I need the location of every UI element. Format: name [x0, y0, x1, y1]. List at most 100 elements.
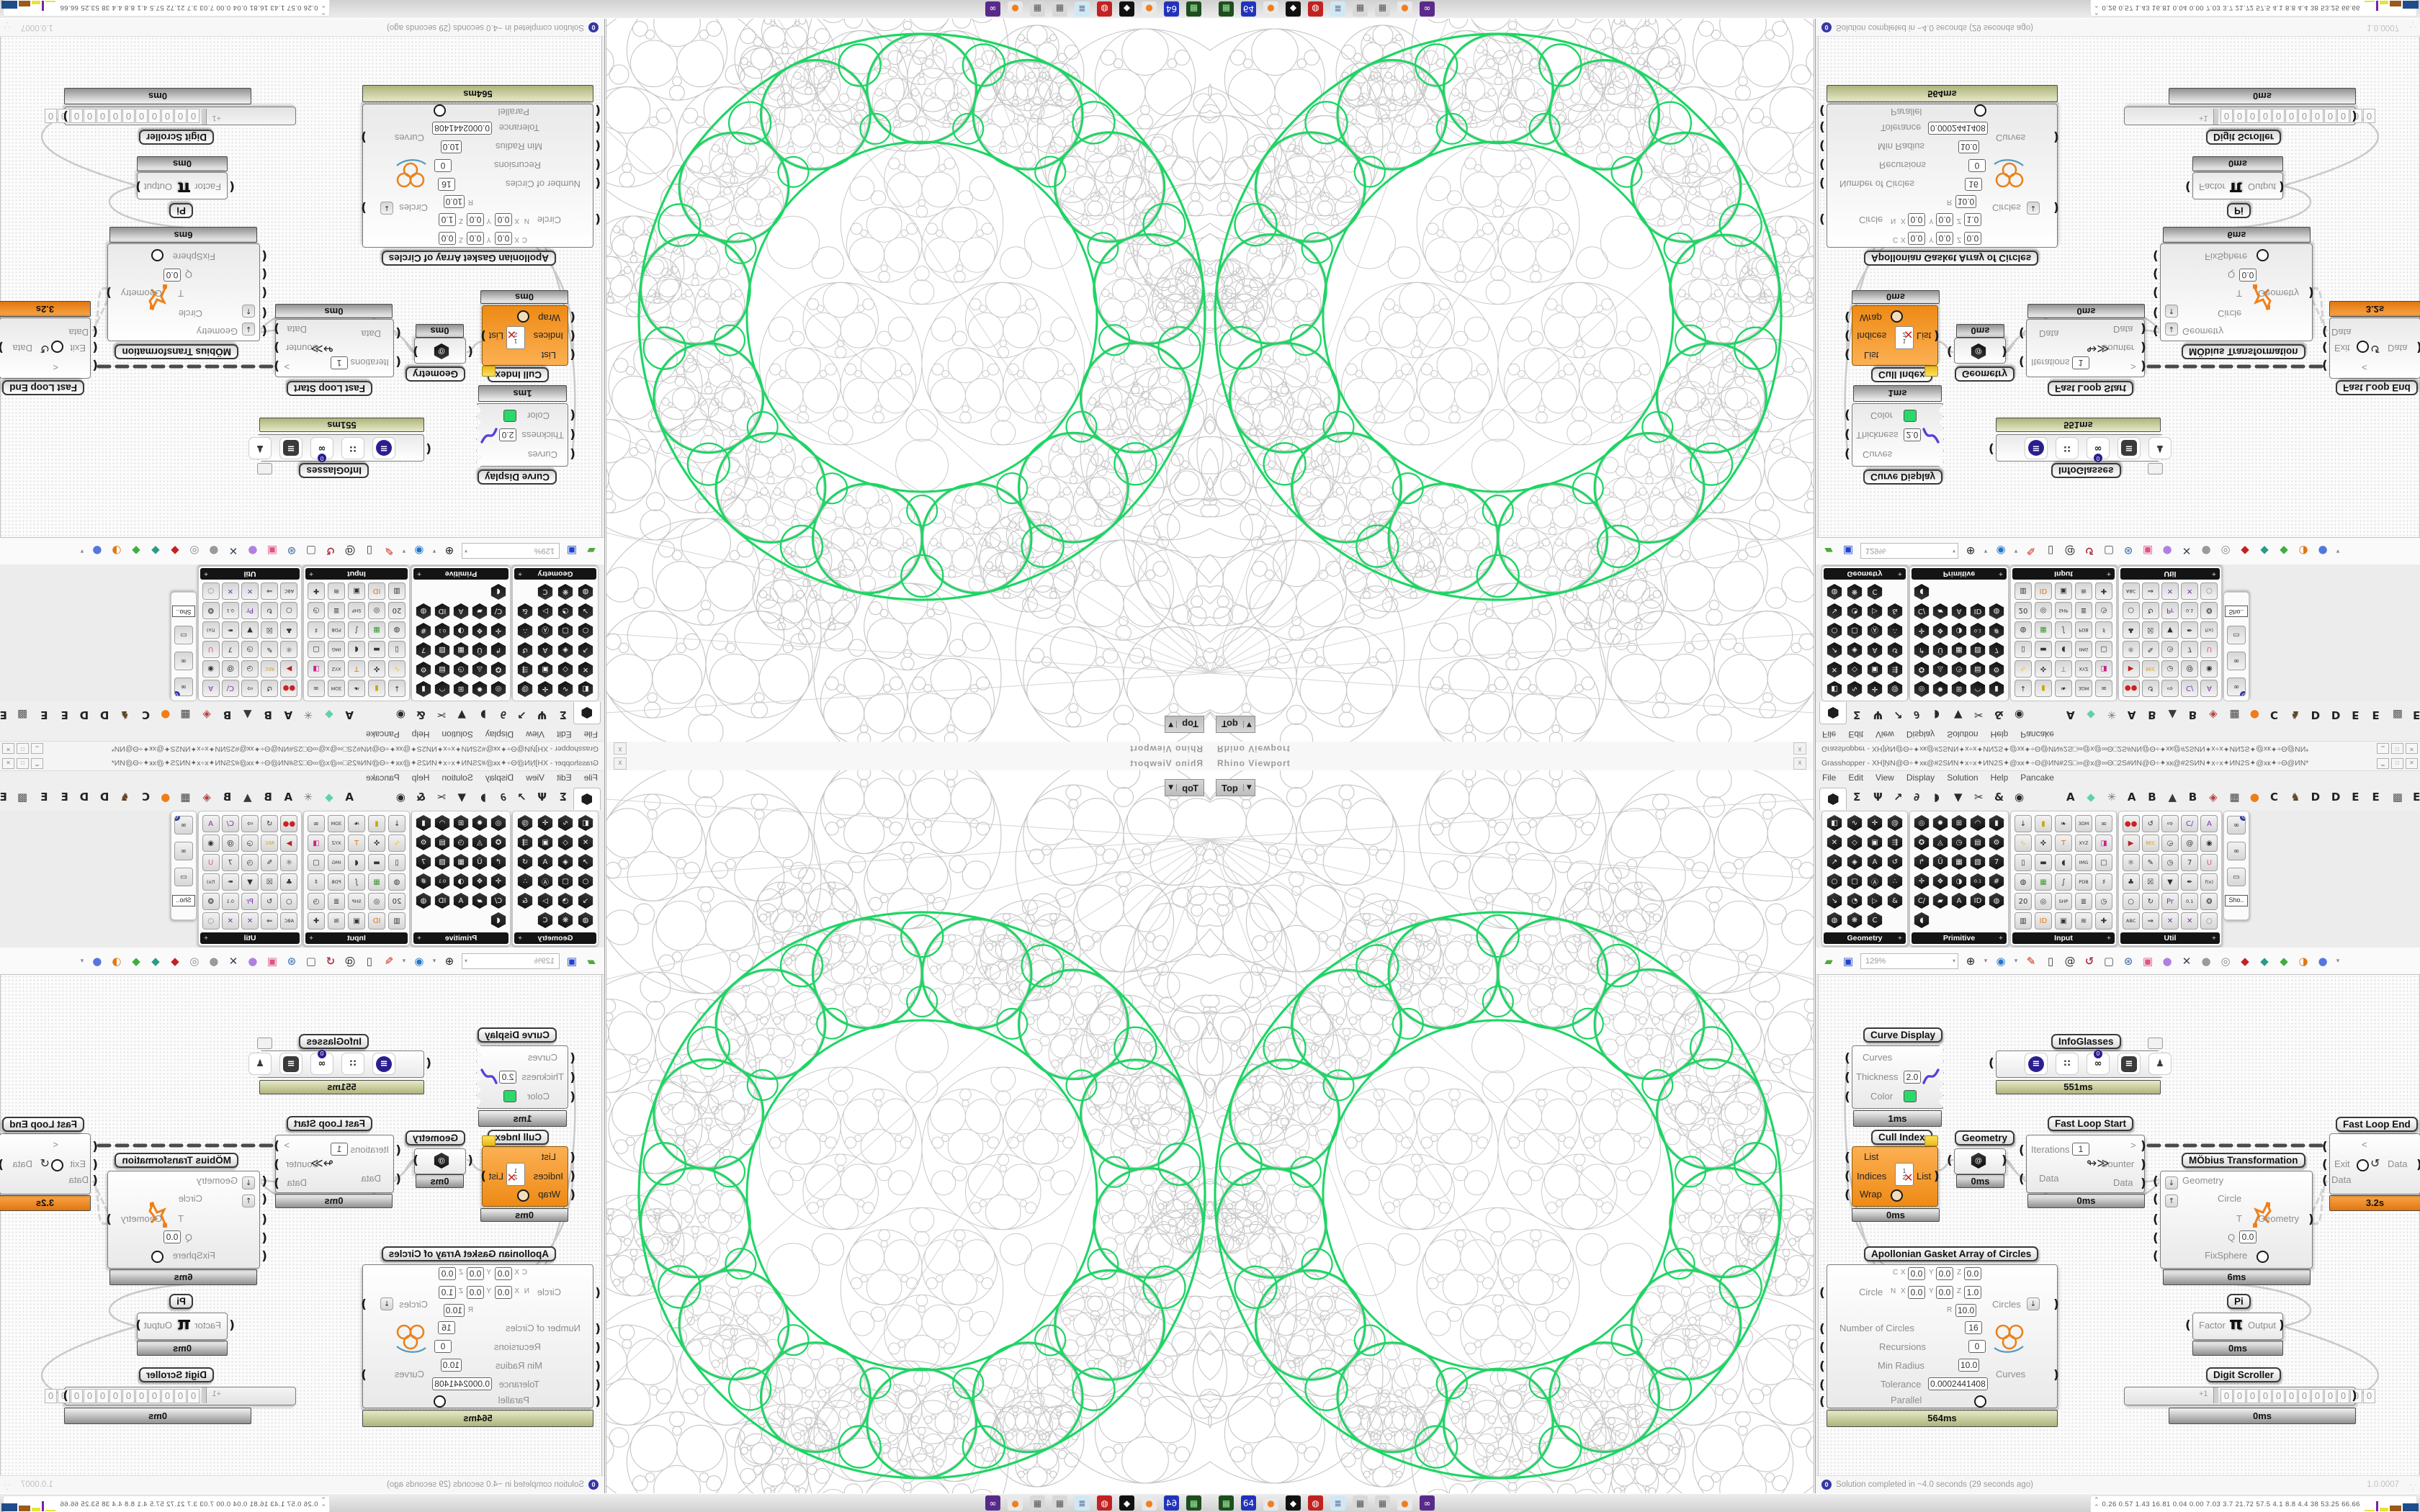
- maximize-button[interactable]: □: [17, 758, 29, 769]
- palette-icon[interactable]: ▣: [537, 834, 553, 850]
- tab-plugin-5[interactable]: ▲: [2168, 708, 2177, 721]
- palette-icon[interactable]: ◎: [490, 681, 506, 697]
- palette-icon[interactable]: ♯: [2095, 873, 2112, 891]
- palette-footer[interactable]: Input +: [305, 568, 408, 580]
- taskbar-icon-9[interactable]: ∞: [985, 1, 1000, 17]
- tab-plugin-10[interactable]: C: [141, 708, 150, 721]
- palette-footer[interactable]: Input +: [305, 932, 408, 944]
- palette-icon[interactable]: ✕: [221, 912, 239, 930]
- palette-icon[interactable]: Ü: [1932, 642, 1948, 658]
- rhino-viewport-canvas[interactable]: [1210, 756, 1866, 1512]
- palette-icon[interactable]: Ü: [472, 642, 488, 658]
- palette-icon[interactable]: C/: [490, 603, 506, 619]
- taskbar-icon-7[interactable]: ▦: [1375, 1495, 1390, 1511]
- palette-icon[interactable]: ◷: [2161, 854, 2179, 871]
- palette-icon[interactable]: ✹: [1932, 815, 1948, 831]
- gem-teal-icon[interactable]: ◆: [151, 544, 160, 558]
- palette-icon[interactable]: ✚: [308, 582, 325, 600]
- maximize-button[interactable]: □: [2391, 758, 2403, 769]
- tab-plugin-1[interactable]: ◆: [325, 708, 333, 721]
- palette-icon[interactable]: ◖: [490, 912, 506, 928]
- palette-icon[interactable]: ◍: [578, 912, 593, 928]
- palette-icon[interactable]: ▥: [388, 582, 405, 600]
- palette-icon[interactable]: ◑: [453, 623, 469, 639]
- remote-icon[interactable]: @: [344, 954, 356, 968]
- palette-icon[interactable]: ▥: [2015, 912, 2032, 930]
- palette-icon[interactable]: SHP: [2055, 893, 2072, 910]
- palette-icon[interactable]: ↺: [1887, 854, 1903, 870]
- rings-icon[interactable]: ◎: [2220, 544, 2231, 558]
- palette-icon[interactable]: ↱: [1914, 642, 1930, 658]
- gift-icon[interactable]: ▣: [2142, 954, 2154, 968]
- gem-orange-icon[interactable]: ◑: [2298, 544, 2308, 558]
- menu-item-display[interactable]: Display: [485, 773, 514, 783]
- tab-plugin-4[interactable]: B: [264, 708, 272, 721]
- palette-icon[interactable]: ∫: [348, 621, 365, 639]
- palette-icon[interactable]: @: [221, 660, 239, 678]
- palette-icon[interactable]: ▣: [1867, 834, 1883, 850]
- palette-icon[interactable]: ∿: [1847, 681, 1863, 697]
- palette-icon[interactable]: ◌: [2200, 912, 2218, 930]
- taskbar-icon-5[interactable]: ≣: [1075, 1, 1090, 17]
- palette-icon[interactable]: ✒: [2181, 873, 2199, 891]
- tab-standard-8[interactable]: ◉: [395, 708, 405, 721]
- rhino-viewport-canvas[interactable]: [554, 756, 1210, 1512]
- minimize-button[interactable]: ‗: [31, 758, 43, 769]
- minimize-button[interactable]: ‗: [2377, 758, 2389, 769]
- palette-icon[interactable]: ◈: [557, 642, 573, 658]
- palette-icon[interactable]: ◶: [2161, 834, 2179, 852]
- palette-icon[interactable]: ⚛: [280, 854, 298, 871]
- palette-icon[interactable]: #: [1989, 873, 2004, 889]
- tab-plugin-10[interactable]: C: [141, 791, 150, 804]
- palette-icon[interactable]: ✜: [368, 834, 385, 852]
- tab-plugin-5[interactable]: ▲: [243, 791, 252, 804]
- tab-standard-0[interactable]: Σ: [559, 708, 567, 721]
- palette-icon[interactable]: &: [1887, 603, 1903, 619]
- tab-standard-7[interactable]: &: [416, 708, 426, 721]
- palette-icon[interactable]: Ü: [472, 854, 488, 870]
- palette-icon[interactable]: ◔: [1847, 893, 1863, 909]
- finder-icon[interactable]: ⊛: [287, 544, 297, 558]
- oval-icon[interactable]: ●: [92, 544, 102, 558]
- taskbar-icon-1[interactable]: 64: [1241, 1, 1256, 17]
- palette-icon[interactable]: ◍: [416, 603, 431, 619]
- palette-icon[interactable]: ▮: [368, 680, 385, 697]
- balloon-icon[interactable]: ●: [2162, 544, 2172, 558]
- viewport-projection-dropdown[interactable]: Top ▼: [1165, 779, 1204, 796]
- palette-icon[interactable]: ↘: [1827, 603, 1842, 619]
- gem-green-icon[interactable]: ◆: [2280, 544, 2288, 558]
- palette-icon[interactable]: REC: [261, 834, 279, 852]
- palette-icon[interactable]: ▤: [434, 662, 450, 678]
- sketch-icon[interactable]: ✎: [2026, 544, 2036, 558]
- palette-icon[interactable]: ◷: [2095, 893, 2112, 910]
- palette-icon[interactable]: ✚: [308, 912, 325, 930]
- palette-icon[interactable]: ✒: [2181, 621, 2199, 639]
- expand-icon[interactable]: +: [2211, 570, 2216, 578]
- palette-icon[interactable]: ◔: [557, 603, 573, 619]
- palette-icon[interactable]: ❖: [1932, 873, 1948, 889]
- palette-icon[interactable]: ∴: [517, 873, 533, 889]
- palette-icon[interactable]: U: [202, 854, 220, 871]
- gem-red-icon[interactable]: ◆: [171, 544, 179, 558]
- taskbar-icon-2[interactable]: ●: [1142, 1, 1157, 17]
- palette-icon[interactable]: 0.1: [1970, 623, 1986, 639]
- tab-plugin-1[interactable]: ◆: [2087, 791, 2095, 804]
- palette-icon[interactable]: A: [2200, 680, 2218, 697]
- tab-plugin-6[interactable]: B: [2188, 791, 2197, 804]
- palette-icon[interactable]: ▯: [388, 641, 405, 658]
- palette-icon[interactable]: ▼: [241, 873, 259, 891]
- preview-dropdown[interactable]: ▾: [402, 957, 406, 965]
- palette-icon[interactable]: ◬: [1932, 834, 1948, 850]
- palette-icon[interactable]: ✎: [261, 641, 279, 658]
- taskbar-icon-3[interactable]: ◆: [1119, 1, 1134, 17]
- palette-icon[interactable]: SHP: [2055, 602, 2072, 619]
- taskbar-icon-1[interactable]: 64: [1164, 1495, 1179, 1511]
- palette-icon[interactable]: 7: [1989, 854, 2004, 870]
- resize-grip[interactable]: ⸪: [2409, 1484, 2416, 1492]
- close-button[interactable]: ✕: [2406, 743, 2418, 754]
- oval-dropdown[interactable]: ▾: [2336, 547, 2340, 555]
- palette-icon[interactable]: U: [202, 641, 220, 658]
- palette-icon[interactable]: @: [2181, 660, 2199, 678]
- menu-item-pancake[interactable]: Pancake: [366, 729, 400, 739]
- tab-plugin-13[interactable]: D: [79, 708, 89, 721]
